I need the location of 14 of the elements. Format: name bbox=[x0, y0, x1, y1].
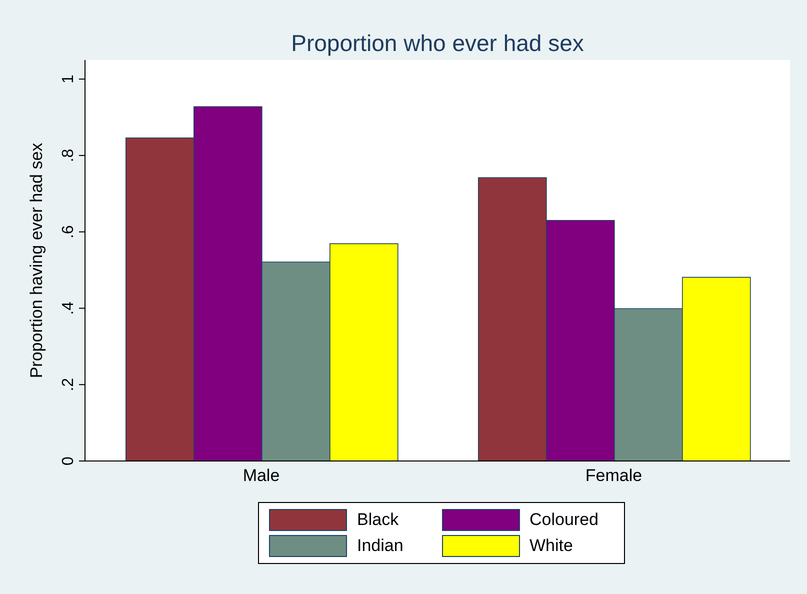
y-axis-title: Proportion having ever had sex bbox=[27, 142, 46, 378]
y-tick-label: .8 bbox=[60, 148, 77, 162]
y-tick-label: .4 bbox=[60, 301, 77, 315]
chart-title: Proportion who ever had sex bbox=[290, 30, 585, 57]
y-tick-label: 1 bbox=[60, 74, 77, 84]
y-tick-label: .6 bbox=[60, 225, 77, 239]
legend-label: Indian bbox=[356, 535, 404, 557]
y-tick-label: 0 bbox=[60, 456, 77, 466]
x-tick-label: Male bbox=[242, 466, 280, 486]
x-tick-label: Female bbox=[585, 466, 642, 486]
legend-label: White bbox=[528, 535, 574, 557]
legend-label: Black bbox=[356, 509, 400, 531]
y-tick-label: .2 bbox=[60, 378, 77, 392]
legend-label: Coloured bbox=[528, 509, 600, 531]
